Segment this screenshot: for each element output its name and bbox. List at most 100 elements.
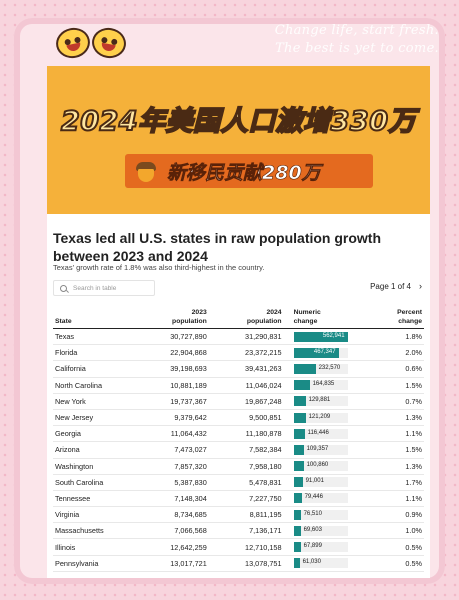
search-placeholder: Search in table: [73, 284, 117, 292]
cell-2023-population: 11,064,432: [134, 425, 209, 443]
next-page-icon[interactable]: ›: [419, 281, 422, 291]
banner-title: 2024年美国人口激增330万: [60, 105, 417, 138]
change-bar-wrap: 79,446: [293, 493, 348, 504]
change-bar: [293, 380, 310, 391]
table-row: Tennessee 7,148,304 7,227,750 79,446 1.1%: [53, 490, 424, 508]
cell-2023-population: 19,737,367: [134, 393, 209, 410]
cell-numeric-change: 467,347: [283, 344, 373, 362]
cell-state: Florida: [53, 344, 134, 362]
cell-state: Massachusetts: [53, 522, 134, 540]
header-state[interactable]: State: [53, 306, 134, 329]
cell-state: California: [53, 360, 134, 378]
change-bar-track: [293, 363, 348, 374]
cell-state: South Carolina: [53, 474, 134, 491]
change-bar: [293, 461, 304, 472]
cell-2024-population: 19,867,248: [208, 393, 284, 410]
change-bar-wrap: 100,860: [293, 461, 348, 472]
change-bar: [293, 331, 348, 342]
cell-numeric-change: 116,446: [283, 425, 373, 443]
table-row: Texas 30,727,890 31,290,831 562,941 1.8%: [53, 328, 424, 346]
change-bar-wrap: 467,347: [293, 347, 348, 358]
header-2024-population[interactable]: 2024 population: [208, 306, 284, 329]
change-bar-wrap: 121,209: [293, 412, 348, 423]
table-search-input[interactable]: Search in table: [53, 280, 155, 296]
page-indicator: Page 1 of 4: [370, 281, 411, 291]
cell-2024-population: 31,290,831: [208, 328, 284, 346]
cell-state: Virginia: [53, 506, 134, 524]
change-bar-wrap: 76,510: [293, 509, 348, 520]
table-row: New York 19,737,367 19,867,248 129,881 0.7%: [53, 393, 424, 410]
banner: 2024年美国人口激增330万 新移民贡献280万: [47, 66, 430, 214]
cell-2023-population: 7,148,304: [134, 490, 209, 508]
change-bar: [293, 347, 339, 358]
header-percent-change[interactable]: Percent change: [372, 306, 424, 329]
header-2023-population[interactable]: 2023 population: [134, 306, 209, 329]
change-bar-track: [293, 412, 348, 423]
cell-state: Texas: [53, 328, 134, 346]
table-row: Pennsylvania 13,017,721 13,078,751 61,030 0.…: [53, 555, 424, 572]
cell-state: Tennessee: [53, 490, 134, 508]
change-value: 164,835: [312, 381, 335, 388]
change-bar: [293, 477, 303, 488]
change-bar-wrap: 562,941: [293, 331, 348, 342]
table-row: Virginia 8,734,685 8,811,195 76,510 0.9%: [53, 506, 424, 524]
cell-2023-population: 7,473,027: [134, 441, 209, 459]
change-bar-track: [293, 509, 348, 520]
table-row: Florida 22,904,868 23,372,215 467,347 2.0%: [53, 344, 424, 362]
change-bar-wrap: 164,835: [293, 380, 348, 391]
change-bar-wrap: 129,881: [293, 396, 348, 407]
cell-state: Pennsylvania: [53, 555, 134, 572]
cell-numeric-change: 67,899: [283, 538, 373, 556]
cell-numeric-change: 562,941: [283, 328, 373, 346]
cell-2024-population: 11,046,024: [208, 377, 284, 394]
change-value: 116,446: [307, 429, 329, 436]
change-bar-track: [293, 461, 348, 472]
cell-2023-population: 7,857,320: [134, 458, 209, 475]
cell-state: New Jersey: [53, 409, 134, 427]
table-row: Arizona 7,473,027 7,582,384 109,357 1.5%: [53, 441, 424, 459]
cell-percent-change: 1.7%: [372, 474, 424, 491]
change-value: 232,570: [318, 364, 341, 371]
cell-percent-change: 1.3%: [372, 458, 424, 475]
cell-2024-population: 11,180,878: [208, 425, 284, 443]
change-bar: [293, 542, 301, 553]
table-row: Illinois 12,642,259 12,710,158 67,899 0.5%: [53, 538, 424, 556]
table-body: Texas 30,727,890 31,290,831 562,941 1.8% Flor…: [53, 328, 424, 572]
cell-percent-change: 0.6%: [372, 360, 424, 378]
change-value: 79,446: [304, 494, 323, 501]
cell-numeric-change: 129,881: [283, 393, 373, 410]
cell-2023-population: 22,904,868: [134, 344, 209, 362]
article-headline: Texas led all U.S. states in raw populat…: [53, 230, 382, 264]
slogan-line-1: Change life, start fresh.: [274, 23, 439, 38]
change-value: 69,603: [303, 526, 322, 533]
cell-2023-population: 30,727,890: [134, 328, 209, 346]
change-bar-track: [293, 380, 348, 391]
content-card: 2024年美国人口激增330万 新移民贡献280万 Texas led all …: [47, 66, 430, 578]
slogan: Change life, start fresh. The best is ye…: [189, 22, 439, 58]
search-icon: [60, 284, 67, 292]
change-value: 91,001: [305, 478, 324, 485]
change-bar-wrap: 67,899: [293, 542, 348, 553]
cell-numeric-change: 79,446: [283, 490, 373, 508]
change-bar-wrap: 69,603: [293, 525, 348, 536]
change-bar: [293, 558, 300, 569]
cell-numeric-change: 121,209: [283, 409, 373, 427]
cell-percent-change: 1.8%: [372, 328, 424, 346]
cell-percent-change: 1.5%: [372, 441, 424, 459]
cell-percent-change: 1.1%: [372, 490, 424, 508]
change-value: 129,881: [308, 397, 331, 404]
change-bar-track: [293, 396, 348, 407]
cell-2024-population: 7,136,171: [208, 522, 284, 540]
cell-numeric-change: 100,860: [283, 458, 373, 475]
table-row: New Jersey 9,379,642 9,500,851 121,209 1.3%: [53, 409, 424, 427]
slogan-line-2: The best is yet to come.: [275, 41, 439, 56]
change-bar: [293, 509, 301, 520]
cell-2023-population: 8,734,685: [134, 506, 209, 524]
change-bar-wrap: 232,570: [293, 363, 348, 374]
header-numeric-change[interactable]: Numeric change: [283, 306, 373, 329]
cell-state: New York: [53, 393, 134, 410]
change-bar: [293, 525, 301, 536]
change-bar: [293, 396, 306, 407]
change-bar-track: [293, 444, 348, 455]
cell-numeric-change: 232,570: [283, 360, 373, 378]
